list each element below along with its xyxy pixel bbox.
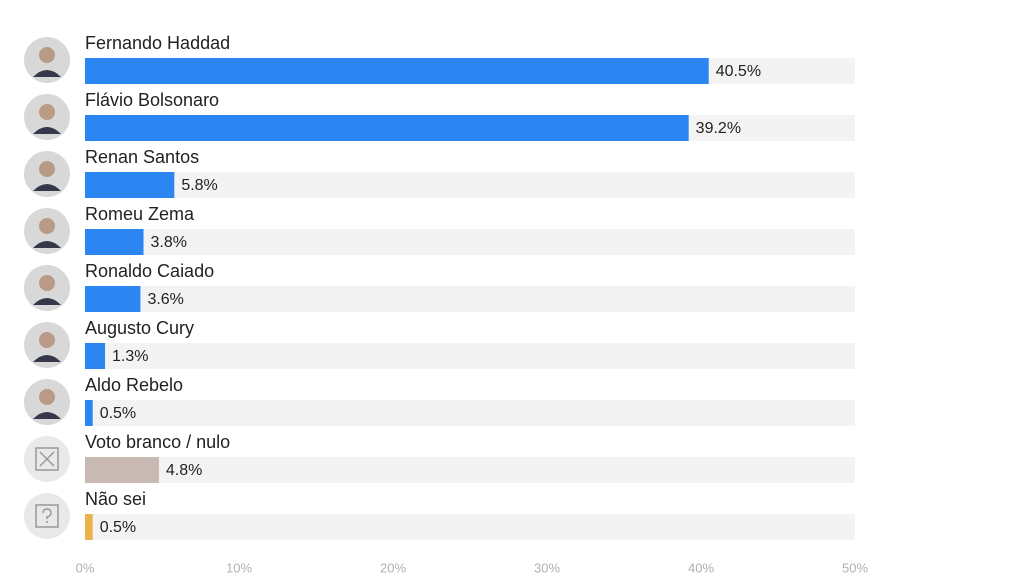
- bar: [85, 400, 93, 426]
- value-label: 0.5%: [100, 519, 136, 536]
- avatar: [24, 37, 70, 83]
- category-label: Romeu Zema: [85, 204, 195, 224]
- avatar-head: [39, 47, 55, 63]
- bar-track: [85, 400, 855, 426]
- avatar-head: [39, 161, 55, 177]
- avatar: [24, 265, 70, 311]
- value-label: 4.8%: [166, 462, 202, 479]
- icon-box: [35, 447, 59, 471]
- category-label: Ronaldo Caiado: [85, 261, 214, 281]
- x-tick-label: 30%: [534, 560, 560, 575]
- value-label: 40.5%: [716, 63, 761, 80]
- avatar-circle: [24, 493, 70, 539]
- value-label: 39.2%: [696, 120, 741, 137]
- bar: [85, 286, 141, 312]
- value-label: 3.6%: [147, 291, 183, 308]
- avatar-body: [33, 355, 61, 362]
- avatar-body: [33, 127, 61, 134]
- bar: [85, 229, 144, 255]
- avatar: [24, 493, 70, 539]
- bar-track: [85, 457, 855, 483]
- value-label: 1.3%: [112, 348, 148, 365]
- avatar-head: [39, 218, 55, 234]
- avatar-head: [39, 104, 55, 120]
- avatar-body: [33, 298, 61, 305]
- value-label: 5.8%: [181, 177, 217, 194]
- bar-track: [85, 343, 855, 369]
- avatar: [24, 208, 70, 254]
- bar-track: [85, 286, 855, 312]
- category-label: Augusto Cury: [85, 318, 194, 338]
- bar-track: [85, 229, 855, 255]
- x-tick-label: 50%: [842, 560, 868, 575]
- avatar: [24, 436, 70, 482]
- category-label: Voto branco / nulo: [85, 432, 230, 452]
- value-label: 0.5%: [100, 405, 136, 422]
- bar: [85, 58, 709, 84]
- avatar-head: [39, 389, 55, 405]
- x-tick-label: 20%: [380, 560, 406, 575]
- bar: [85, 172, 175, 198]
- bar-track: [85, 172, 855, 198]
- value-label: 3.8%: [151, 234, 187, 251]
- bar: [85, 514, 93, 540]
- avatar-head: [39, 275, 55, 291]
- avatar: [24, 151, 70, 197]
- icon-box: [35, 504, 59, 528]
- icon-question: [42, 508, 52, 523]
- bar-track: [85, 514, 855, 540]
- category-label: Flávio Bolsonaro: [85, 90, 219, 110]
- category-label: Renan Santos: [85, 147, 199, 167]
- x-tick-label: 40%: [688, 560, 714, 575]
- avatar: [24, 322, 70, 368]
- avatar: [24, 379, 70, 425]
- category-label: Aldo Rebelo: [85, 375, 183, 395]
- bar: [85, 457, 159, 483]
- avatar-body: [33, 184, 61, 191]
- bar: [85, 115, 689, 141]
- icon-x: [39, 451, 55, 467]
- x-tick-label: 0%: [76, 560, 95, 575]
- category-label: Não sei: [85, 489, 146, 509]
- x-tick-label: 10%: [226, 560, 252, 575]
- avatar-body: [33, 412, 61, 419]
- avatar-head: [39, 332, 55, 348]
- category-label: Fernando Haddad: [85, 33, 230, 53]
- avatar-body: [33, 70, 61, 77]
- avatar-body: [33, 241, 61, 248]
- avatar: [24, 94, 70, 140]
- bar: [85, 343, 106, 369]
